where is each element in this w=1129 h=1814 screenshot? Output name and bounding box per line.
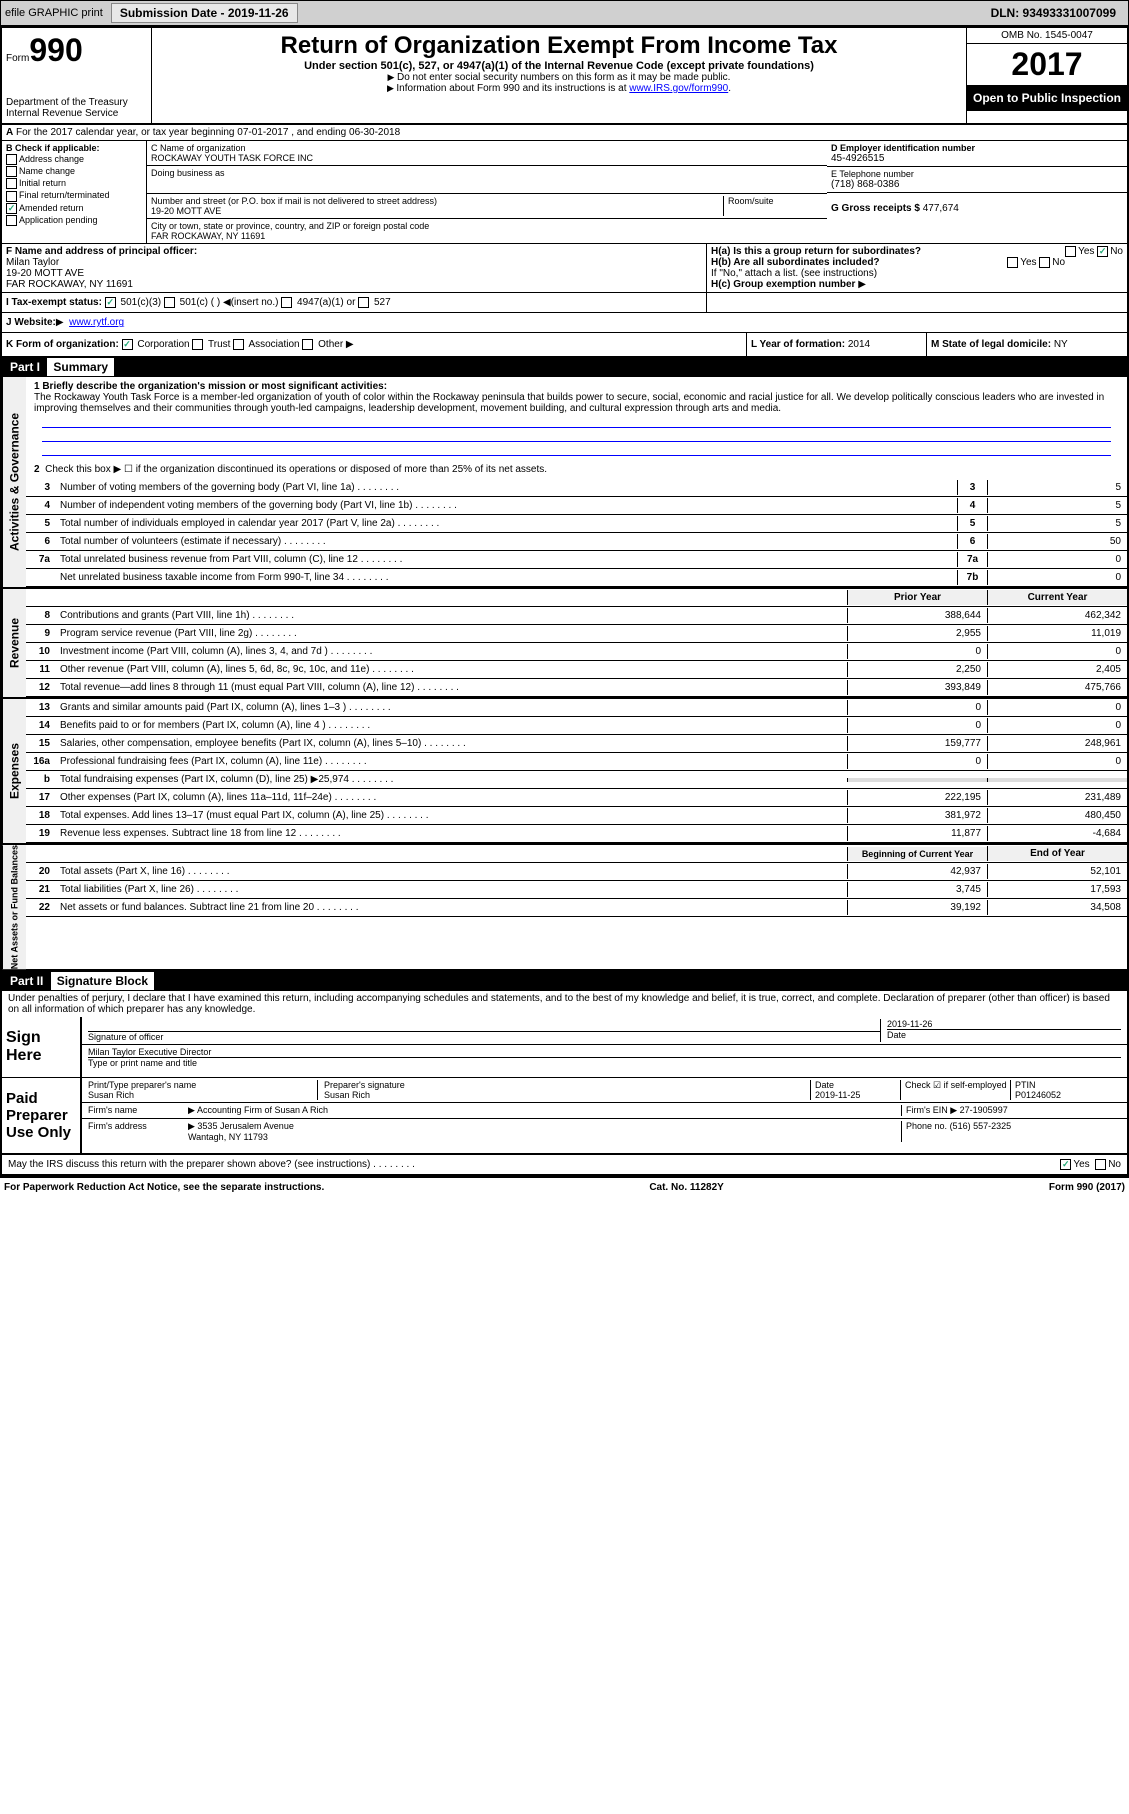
top-bar: efile GRAPHIC print Submission Date - 20… [0, 0, 1129, 26]
table-row: 21Total liabilities (Part X, line 26)3,7… [26, 881, 1127, 899]
officer-name: Milan Taylor Executive Director [88, 1047, 1121, 1057]
year-formation: 2014 [848, 339, 870, 350]
chk-address[interactable]: Address change [6, 154, 142, 165]
table-row: 19Revenue less expenses. Subtract line 1… [26, 825, 1127, 843]
section-c: C Name of organizationROCKAWAY YOUTH TAS… [147, 141, 827, 243]
part2-header: Part II Signature Block [2, 971, 1127, 991]
dept-label: Department of the Treasury [6, 97, 147, 108]
ein: 45-4926515 [831, 153, 1123, 164]
gross-receipts: 477,674 [923, 203, 959, 214]
omb-number: OMB No. 1545-0047 [967, 28, 1127, 44]
part1-header: Part I Summary [2, 357, 1127, 377]
section-a: A For the 2017 calendar year, or tax yea… [2, 125, 1127, 141]
table-row: 4Number of independent voting members of… [26, 497, 1127, 515]
table-row: 8Contributions and grants (Part VIII, li… [26, 607, 1127, 625]
table-row: 12Total revenue—add lines 8 through 11 (… [26, 679, 1127, 697]
form-subtitle: Under section 501(c), 527, or 4947(a)(1)… [156, 60, 962, 72]
table-row: Net unrelated business taxable income fr… [26, 569, 1127, 587]
table-row: 13Grants and similar amounts paid (Part … [26, 699, 1127, 717]
perjury-text: Under penalties of perjury, I declare th… [2, 991, 1127, 1017]
table-row: 6Total number of volunteers (estimate if… [26, 533, 1127, 551]
chk-amended[interactable]: Amended return [6, 203, 142, 214]
sign-here-label: Sign Here [2, 1017, 82, 1077]
section-f: F Name and address of principal officer:… [2, 244, 707, 292]
section-h: H(a) Is this a group return for subordin… [707, 244, 1127, 292]
chk-501c[interactable] [164, 297, 175, 308]
table-row: bTotal fundraising expenses (Part IX, co… [26, 771, 1127, 789]
chk-other[interactable] [302, 339, 313, 350]
chk-4947[interactable] [281, 297, 292, 308]
submission-button[interactable]: Submission Date - 2019-11-26 [111, 3, 298, 23]
chk-501c3[interactable] [105, 297, 116, 308]
vert-revenue: Revenue [2, 589, 26, 697]
org-name: ROCKAWAY YOUTH TASK FORCE INC [151, 153, 823, 163]
table-row: 14Benefits paid to or for members (Part … [26, 717, 1127, 735]
form-title: Return of Organization Exempt From Incom… [156, 32, 962, 60]
table-row: 7aTotal unrelated business revenue from … [26, 551, 1127, 569]
table-row: 11Other revenue (Part VIII, column (A), … [26, 661, 1127, 679]
chk-name[interactable]: Name change [6, 166, 142, 177]
domicile: NY [1054, 339, 1068, 350]
right-info: D Employer identification number45-49265… [827, 141, 1127, 243]
chk-trust[interactable] [192, 339, 203, 350]
note-ssn: Do not enter social security numbers on … [156, 72, 962, 83]
table-row: 22Net assets or fund balances. Subtract … [26, 899, 1127, 917]
irs-link[interactable]: www.IRS.gov/form990 [629, 83, 728, 94]
section-i: I Tax-exempt status: 501(c)(3) 501(c) ( … [2, 293, 707, 312]
chk-final[interactable]: Final return/terminated [6, 190, 142, 201]
section-b: B Check if applicable: Address change Na… [2, 141, 147, 243]
title-cell: Return of Organization Exempt From Incom… [152, 28, 967, 123]
website-link[interactable]: www.rytf.org [69, 317, 124, 328]
phone: (718) 868-0386 [831, 179, 1123, 190]
firm-phone: (516) 557-2325 [950, 1121, 1012, 1131]
table-row: 5Total number of individuals employed in… [26, 515, 1127, 533]
ptin: P01246052 [1015, 1090, 1121, 1100]
efile-label: efile GRAPHIC print [5, 7, 103, 19]
table-row: 10Investment income (Part VIII, column (… [26, 643, 1127, 661]
table-row: 3Number of voting members of the governi… [26, 479, 1127, 497]
vert-governance: Activities & Governance [2, 377, 26, 587]
firm-ein: 27-1905997 [960, 1105, 1008, 1115]
section-k: K Form of organization: Corporation Trus… [2, 333, 747, 356]
chk-527[interactable] [358, 297, 369, 308]
chk-discuss-no[interactable] [1095, 1159, 1106, 1170]
chk-assoc[interactable] [233, 339, 244, 350]
form-990: Form990 Department of the Treasury Inter… [0, 26, 1129, 1178]
irs-label: Internal Revenue Service [6, 108, 147, 119]
preparer-name: Susan Rich [88, 1090, 317, 1100]
chk-initial[interactable]: Initial return [6, 178, 142, 189]
vert-netassets: Net Assets or Fund Balances [2, 845, 26, 969]
org-address: 19-20 MOTT AVE [151, 206, 723, 216]
table-row: 16aProfessional fundraising fees (Part I… [26, 753, 1127, 771]
table-row: 17Other expenses (Part IX, column (A), l… [26, 789, 1127, 807]
chk-pending[interactable]: Application pending [6, 215, 142, 226]
form-word: Form [6, 53, 29, 64]
paid-preparer-label: Paid Preparer Use Only [2, 1078, 82, 1153]
note-info: Information about Form 990 and its instr… [387, 83, 627, 94]
form-number: 990 [29, 32, 82, 68]
tax-year: 2017 [967, 44, 1127, 85]
form-id-cell: Form990 Department of the Treasury Inter… [2, 28, 152, 123]
table-row: 9Program service revenue (Part VIII, lin… [26, 625, 1127, 643]
inspection-badge: Open to Public Inspection [967, 85, 1127, 111]
table-row: 18Total expenses. Add lines 13–17 (must … [26, 807, 1127, 825]
chk-discuss-yes[interactable] [1060, 1159, 1071, 1170]
table-row: 20Total assets (Part X, line 16)42,93752… [26, 863, 1127, 881]
firm-name: Accounting Firm of Susan A Rich [188, 1105, 901, 1116]
year-cell: OMB No. 1545-0047 2017 Open to Public In… [967, 28, 1127, 123]
table-row: 15Salaries, other compensation, employee… [26, 735, 1127, 753]
org-city: FAR ROCKAWAY, NY 11691 [151, 231, 823, 241]
vert-expenses: Expenses [2, 699, 26, 843]
mission-text: The Rockaway Youth Task Force is a membe… [34, 392, 1119, 414]
chk-corp[interactable] [122, 339, 133, 350]
dln-label: DLN: 93493331007099 [991, 6, 1116, 20]
page-footer: For Paperwork Reduction Act Notice, see … [0, 1178, 1129, 1197]
